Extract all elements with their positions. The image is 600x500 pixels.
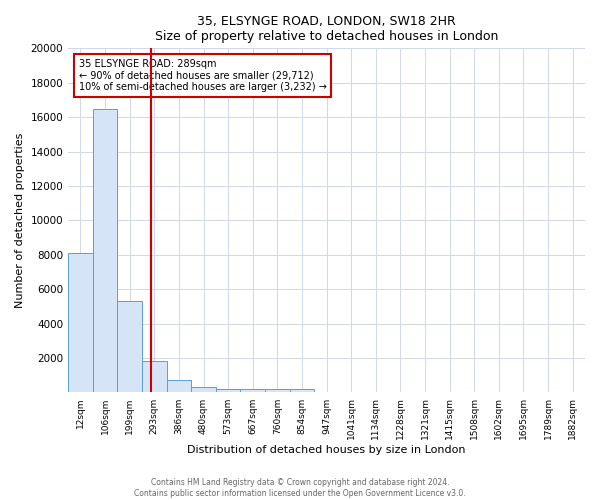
Bar xyxy=(118,302,142,392)
Bar xyxy=(216,388,241,392)
Bar xyxy=(167,380,191,392)
Bar xyxy=(191,387,216,392)
Bar xyxy=(265,390,290,392)
Bar xyxy=(241,389,265,392)
Bar xyxy=(93,108,118,393)
Text: Contains HM Land Registry data © Crown copyright and database right 2024.
Contai: Contains HM Land Registry data © Crown c… xyxy=(134,478,466,498)
Bar xyxy=(290,390,314,392)
Bar xyxy=(68,253,93,392)
Y-axis label: Number of detached properties: Number of detached properties xyxy=(15,132,25,308)
X-axis label: Distribution of detached houses by size in London: Distribution of detached houses by size … xyxy=(187,445,466,455)
Text: 35 ELSYNGE ROAD: 289sqm
← 90% of detached houses are smaller (29,712)
10% of sem: 35 ELSYNGE ROAD: 289sqm ← 90% of detache… xyxy=(79,58,326,92)
Title: 35, ELSYNGE ROAD, LONDON, SW18 2HR
Size of property relative to detached houses : 35, ELSYNGE ROAD, LONDON, SW18 2HR Size … xyxy=(155,15,498,43)
Bar xyxy=(142,360,167,392)
